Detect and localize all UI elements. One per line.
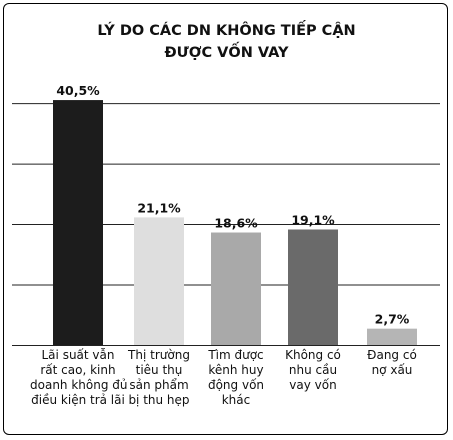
category-label-2-line-3: khác	[221, 393, 251, 407]
category-label-0-line-0: Lãi suất vẫn	[41, 348, 115, 362]
category-label-1-line-0: Thị trường	[128, 348, 190, 362]
category-label-2-line-0: Tìm được	[208, 348, 264, 362]
category-label-2-line-2: động vốn	[207, 378, 265, 392]
category-label-4-line-0: Đang có	[367, 348, 417, 362]
category-label-2: Tìm được kênh huy động vốn khác	[188, 348, 284, 408]
chart-title-line-1: LÝ DO CÁC DN KHÔNG TIẾP CẬN	[97, 23, 356, 39]
value-label-0: 40,5%	[56, 83, 100, 98]
bars	[53, 100, 417, 345]
bar-4	[367, 328, 417, 345]
category-label-3-line-2: vay vốn	[289, 378, 337, 392]
bar-1	[134, 217, 184, 345]
category-label-3-line-1: nhu cầu	[288, 363, 338, 377]
value-label-1: 21,1%	[137, 200, 181, 215]
category-label-1-line-2: sản phẩm	[129, 378, 189, 392]
category-label-4: Đang có nợ xấu	[344, 348, 440, 378]
category-label-0: Lãi suất vẫn rất cao, kinh doanh không đủ đ…	[30, 348, 128, 408]
chart-title-line-2: ĐƯỢC VỐN VAY	[164, 45, 289, 61]
value-label-3: 19,1%	[291, 212, 335, 227]
value-label-4: 2,7%	[375, 312, 410, 327]
category-label-3-line-0: Không có	[285, 348, 341, 362]
bar-3	[288, 229, 338, 345]
category-label-1: Thị trường tiêu thụ sản phẩm bị thu hẹp	[111, 348, 207, 408]
category-label-4-line-1: nợ xấu	[371, 363, 413, 377]
category-label-1-line-1: tiêu thụ	[135, 363, 183, 377]
bar-0	[53, 100, 103, 345]
category-label-1-line-3: bị thu hẹp	[128, 393, 190, 407]
value-labels: 40,5% 21,1% 18,6% 19,1% 2,7%	[56, 83, 409, 327]
category-label-0-line-2: doanh không đủ	[30, 378, 128, 392]
bar-2	[211, 232, 261, 345]
category-label-2-line-1: kênh huy	[208, 363, 264, 377]
category-label-3: Không có nhu cầu vay vốn	[265, 348, 361, 393]
category-label-0-line-1: rất cao, kinh	[40, 363, 116, 377]
chart-frame	[3, 3, 448, 435]
category-label-0-line-3: điều kiện trả lãi	[31, 393, 125, 407]
chart-title: LÝ DO CÁC DN KHÔNG TIẾP CẬN ĐƯỢC VỐN VAY	[0, 20, 453, 64]
value-label-2: 18,6%	[214, 216, 258, 231]
